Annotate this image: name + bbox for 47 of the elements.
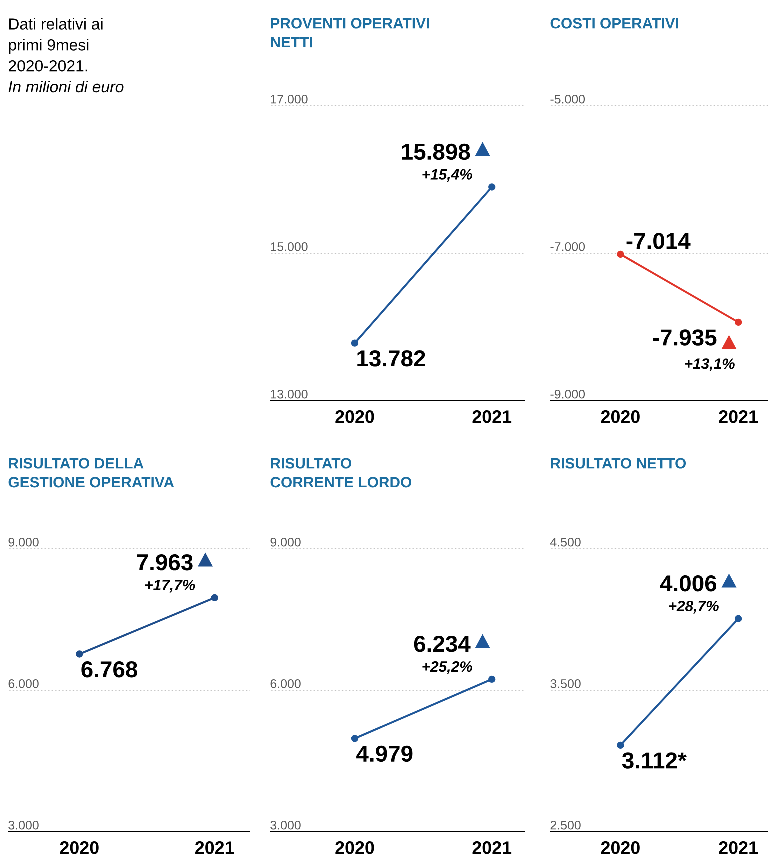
data-label: 6.768 [82, 661, 138, 678]
annotation: +13,1% [685, 358, 735, 372]
data-label: 4.979 [356, 746, 413, 762]
y-tick-label: 9.000 [8, 538, 39, 547]
y-tick-label: 3.000 [8, 820, 39, 830]
chart-title: COSTI OPERATIVI [550, 18, 678, 29]
y-tick-label: -7.000 [550, 242, 586, 252]
data-label: 7.963 [137, 554, 193, 571]
x-tick-label: 2020 [601, 410, 640, 424]
x-tick-label: 2020 [336, 842, 374, 854]
data-label: -7.014 [626, 233, 691, 250]
x-tick-label: 2021 [472, 410, 512, 424]
chart-title: PROVENTI OPERATIVI NETTI [271, 18, 430, 48]
x-tick-label: 2021 [472, 842, 512, 854]
chart-title: RISULTATO CORRENTE LORDO [270, 458, 412, 488]
y-tick-label: -9.000 [550, 390, 586, 399]
x-tick-label: 2020 [336, 410, 374, 424]
y-tick-label: 3.500 [550, 679, 581, 688]
y-tick-label: 9.000 [270, 538, 301, 547]
data-label: -7.935 [653, 330, 717, 346]
y-tick-label: 6.000 [8, 679, 39, 688]
x-tick-label: 2021 [719, 842, 758, 854]
y-tick-label: 17.000 [271, 94, 308, 104]
x-tick-label: 2021 [719, 410, 758, 424]
data-label: 4.006 [660, 575, 717, 592]
y-tick-label: 3.000 [270, 820, 301, 830]
y-tick-label: 2.500 [550, 820, 581, 830]
text: Dati relativi ai primi 9mesi 2020-2021. [8, 18, 103, 72]
annotation: +17,7% [145, 580, 196, 593]
chart-title: RISULTATO NETTO [551, 458, 686, 469]
annotation: +15,4% [422, 169, 472, 182]
x-tick-label: 2020 [60, 842, 99, 854]
x-tick-label: 2020 [601, 842, 640, 854]
y-tick-label: 6.000 [270, 679, 301, 688]
data-label: 15.898 [402, 144, 470, 160]
annotation: +28,7% [669, 600, 719, 614]
text: In milioni di euro [8, 80, 124, 93]
chart-title: RISULTATO DELLA GESTIONE OPERATIVA [8, 458, 174, 488]
y-tick-label: 15.000 [271, 242, 308, 252]
y-tick-label: -5.000 [550, 94, 586, 104]
y-tick-label: 13.000 [271, 390, 308, 399]
x-tick-label: 2021 [196, 842, 234, 854]
data-label: 3.112* [622, 752, 687, 769]
annotation: +25,2% [422, 662, 472, 674]
data-label: 6.234 [414, 636, 471, 652]
data-label: 13.782 [358, 350, 426, 367]
y-tick-label: 4.500 [550, 538, 581, 547]
